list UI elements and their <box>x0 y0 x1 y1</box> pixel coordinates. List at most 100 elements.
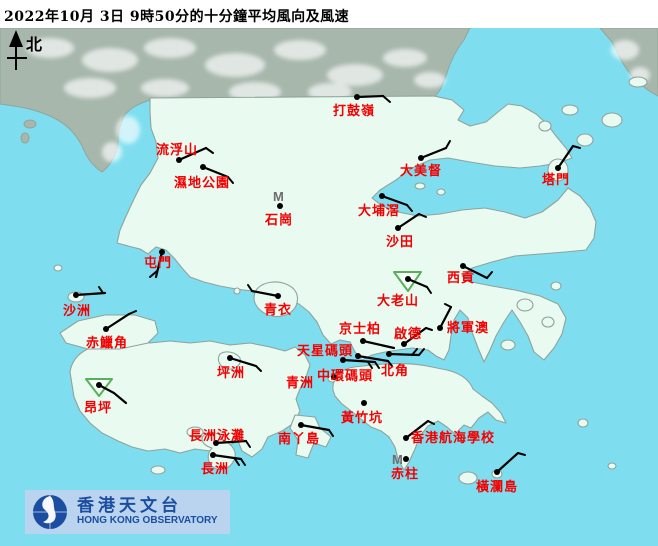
station-dot <box>494 469 500 475</box>
wind-barb-tick <box>418 213 427 218</box>
wind-barb-staff <box>250 289 280 298</box>
wind-barb-tick <box>411 348 418 356</box>
wind-barb-tick <box>255 365 262 372</box>
station-label: 赤柱 <box>391 466 420 481</box>
wind-barb-staff <box>556 144 575 170</box>
station-dot <box>403 456 409 462</box>
station-dot <box>360 338 366 344</box>
wind-barb-staff <box>228 356 258 368</box>
wind-barb-staff <box>74 291 107 297</box>
station-dot <box>403 435 409 441</box>
station-label: 長洲泳灘 <box>189 428 246 443</box>
station-label: 將軍澳 <box>447 320 490 335</box>
station-dot <box>298 422 304 428</box>
wind-barb-staff <box>97 383 128 405</box>
wind-barb-tick <box>444 303 452 308</box>
north-label: 北 <box>26 37 43 54</box>
station-dot <box>395 225 401 231</box>
wind-barb-staff <box>495 451 520 474</box>
wind-barb-tick <box>425 327 433 331</box>
logo-english-name: HONG KONG OBSERVATORY <box>77 515 218 526</box>
station-dot <box>331 374 337 380</box>
station-dot <box>405 276 411 282</box>
station-label: 塔門 <box>542 172 571 187</box>
station-dot <box>213 440 219 446</box>
station-label: 濕地公園 <box>174 175 231 190</box>
wind-barb-staff <box>356 354 390 363</box>
station-dot <box>555 165 561 171</box>
title-bar: 2022年10月 3日 9時50分的十分鐘平均風向及風速 <box>0 0 658 28</box>
wind-barb-tick <box>149 270 158 278</box>
hko-logo-banner: 香港天文台 HONG KONG OBSERVATORY <box>25 490 230 534</box>
station-dot <box>386 351 392 357</box>
station-label: 流浮山 <box>156 142 199 157</box>
wind-barb-staff <box>419 146 448 160</box>
calm-wind-marker: M <box>392 452 403 467</box>
station-label: 沙洲 <box>63 303 92 318</box>
station-dot <box>340 357 346 363</box>
wind-barb-staff <box>355 94 385 99</box>
wind-barb-tick <box>367 361 373 369</box>
wind-barb-tick <box>234 458 240 466</box>
wind-barb-tick <box>227 176 234 184</box>
logo-chinese-name: 香港天文台 <box>77 496 182 515</box>
wind-barb-staff <box>402 326 428 346</box>
station-dot <box>227 355 233 361</box>
station-dot <box>73 292 79 298</box>
station-label: 昂坪 <box>84 400 113 415</box>
station-dot <box>418 155 424 161</box>
station-label: 南丫島 <box>278 431 321 446</box>
station-label: 天星碼頭 <box>297 343 354 358</box>
wind-barb-tick <box>240 458 246 466</box>
wind-barb-tick <box>445 140 451 149</box>
station-label: 大美督 <box>400 163 443 178</box>
station-label: 北角 <box>381 363 410 378</box>
hko-logo-icon <box>33 495 67 529</box>
wind-barb-tick <box>387 360 393 367</box>
station-label: 大老山 <box>377 293 420 308</box>
wind-barb-tick <box>517 452 526 456</box>
station-dot <box>159 249 165 255</box>
north-arrow-icon <box>7 30 27 70</box>
wind-barb-tick <box>98 286 104 294</box>
station-label: 香港航海學校 <box>411 430 496 445</box>
wind-barb-tick <box>382 95 391 103</box>
station-label: 屯門 <box>144 255 173 270</box>
wind-barb-staff <box>396 212 421 230</box>
wind-barb-staff <box>361 339 396 350</box>
station-label: 京士柏 <box>339 321 382 336</box>
calm-wind-marker: M <box>273 189 284 204</box>
station-label: 沙田 <box>386 234 415 249</box>
cheung-chau-island <box>201 431 236 470</box>
station-dot <box>210 452 216 458</box>
station-dot <box>401 341 407 347</box>
station-label: 打鼓嶺 <box>333 103 376 118</box>
logo-text-block: 香港天文台 HONG KONG OBSERVATORY <box>77 497 218 527</box>
wind-barb-tick <box>427 420 435 425</box>
station-label: 石崗 <box>265 212 294 227</box>
hong-kong-island <box>332 363 507 471</box>
wind-barb-tick <box>205 147 214 154</box>
station-dot <box>200 164 206 170</box>
wind-barb-staff <box>299 423 331 432</box>
airport-island <box>59 314 159 350</box>
station-dot <box>437 325 443 331</box>
station-dot <box>379 193 385 199</box>
station-label: 赤鱲角 <box>86 335 129 350</box>
wind-barb-staff <box>177 146 208 162</box>
tsing-yi-island <box>253 281 299 318</box>
wind-barb-staff <box>214 439 248 445</box>
station-dot <box>176 157 182 163</box>
station-dot <box>361 400 367 406</box>
station-dot <box>355 353 361 359</box>
wind-barb-staff <box>438 305 453 330</box>
wind-barb-staff <box>404 419 430 440</box>
hong-kong-land <box>53 76 648 485</box>
station-label: 中環碼頭 <box>317 368 374 383</box>
station-label: 長洲 <box>201 461 230 476</box>
wind-barb-staff <box>341 358 377 364</box>
wind-barb-staff <box>380 194 409 207</box>
